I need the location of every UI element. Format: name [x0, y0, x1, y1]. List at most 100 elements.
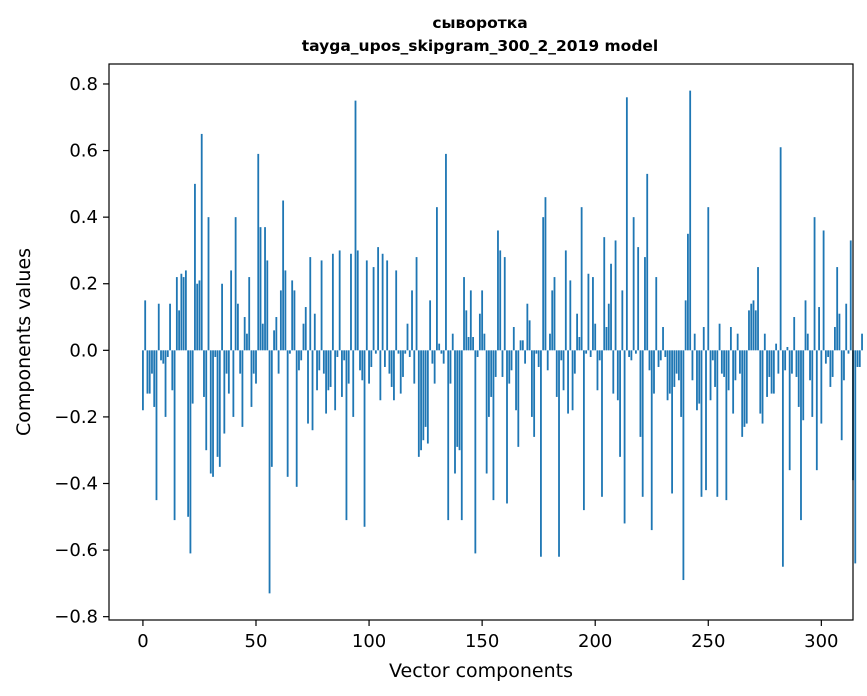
bar	[300, 350, 303, 361]
bar	[424, 350, 427, 427]
bar	[225, 350, 228, 374]
bar	[847, 350, 850, 354]
bar	[614, 240, 617, 351]
y-tick-label: 0.0	[69, 340, 98, 361]
bar	[657, 350, 660, 367]
bar	[861, 333, 863, 351]
bar	[521, 340, 524, 351]
bar	[668, 350, 671, 394]
bar	[820, 350, 823, 424]
bar	[331, 253, 334, 351]
bar	[209, 350, 212, 474]
bar	[727, 350, 730, 391]
bar	[429, 300, 432, 351]
bar	[512, 327, 515, 351]
bar	[266, 260, 269, 351]
bar	[822, 230, 825, 351]
bar	[246, 333, 248, 351]
bar	[551, 290, 554, 351]
bar	[282, 200, 285, 351]
bar	[582, 350, 585, 511]
bar	[259, 227, 262, 351]
bar	[433, 350, 436, 384]
bar	[662, 327, 664, 351]
bar	[641, 350, 644, 497]
bar	[438, 343, 441, 351]
x-axis-label: Vector components	[389, 660, 573, 682]
bar	[295, 350, 298, 487]
bar	[716, 350, 719, 497]
bar	[352, 350, 355, 417]
bar	[677, 350, 680, 381]
bar	[836, 267, 839, 351]
bar	[205, 350, 208, 451]
bar	[843, 350, 845, 381]
bar	[388, 350, 391, 374]
bar	[289, 350, 291, 354]
bar	[503, 257, 506, 351]
bar	[858, 350, 861, 367]
bar	[637, 247, 640, 351]
bar	[390, 350, 393, 387]
bar	[612, 350, 615, 394]
bar	[515, 350, 517, 411]
bar	[705, 350, 707, 491]
bar	[510, 350, 513, 371]
bar	[157, 303, 160, 351]
bar	[261, 323, 264, 351]
bar	[397, 350, 400, 354]
bar	[436, 207, 438, 351]
bar	[191, 350, 194, 404]
x-tick-label: 50	[245, 631, 268, 652]
bar	[689, 90, 692, 351]
bar	[420, 350, 422, 451]
bar	[365, 260, 368, 351]
y-tick-label: 0.4	[69, 207, 98, 228]
bar	[528, 320, 531, 351]
bar	[279, 290, 282, 351]
bar	[164, 350, 167, 417]
bar	[393, 350, 395, 401]
bar	[476, 350, 479, 357]
bar	[426, 350, 429, 444]
bar	[621, 290, 624, 351]
bar	[750, 303, 753, 351]
bar	[709, 350, 712, 401]
bar	[343, 350, 346, 361]
bar	[234, 217, 237, 351]
bar	[616, 350, 619, 401]
bar	[720, 350, 723, 374]
bar	[336, 350, 339, 357]
bar	[714, 350, 716, 387]
bar	[257, 153, 260, 351]
bar	[800, 350, 802, 521]
x-axis-ticks: 0 50 100 150 200 250 300	[137, 620, 839, 652]
bar	[379, 350, 382, 401]
bar	[605, 327, 608, 351]
bar	[304, 307, 307, 351]
bar	[227, 350, 230, 394]
y-tick-label: 0.6	[69, 141, 98, 162]
bar	[623, 350, 626, 524]
bar	[578, 337, 581, 351]
bar	[795, 350, 798, 377]
bar	[535, 350, 538, 354]
bar	[729, 327, 732, 351]
bar	[829, 350, 832, 387]
bar	[607, 303, 610, 351]
bar	[182, 277, 185, 351]
bar	[648, 350, 651, 371]
bar	[546, 350, 549, 371]
bar	[802, 350, 805, 421]
bar	[619, 350, 621, 457]
bar	[603, 237, 606, 351]
bar	[791, 350, 793, 374]
bar	[732, 350, 735, 414]
bar	[184, 270, 187, 351]
bar	[307, 350, 309, 424]
bar	[580, 207, 583, 351]
bar	[322, 350, 325, 374]
bar	[585, 350, 588, 354]
bar	[596, 350, 599, 391]
